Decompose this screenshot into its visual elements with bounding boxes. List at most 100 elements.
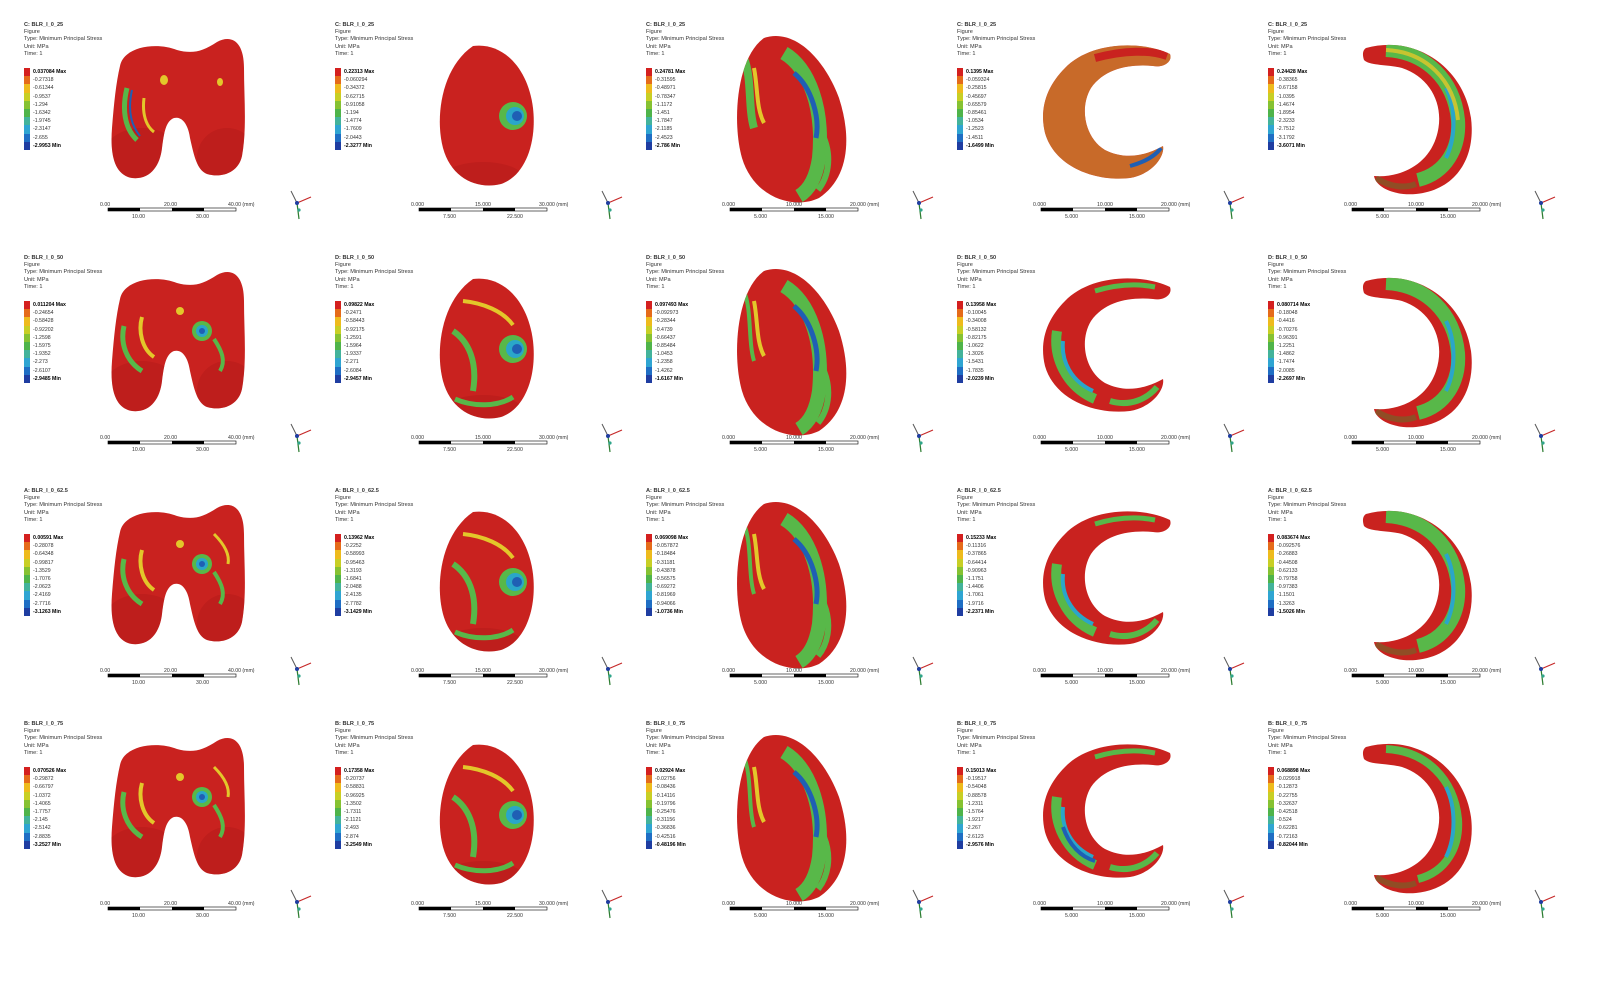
legend-value: -0.67158	[1277, 85, 1298, 92]
legend-swatch	[24, 542, 30, 551]
origin-dot	[295, 667, 299, 671]
result-panel: D: BLR_I_0_50 Figure Type: Minimum Princip…	[0, 233, 320, 473]
scale-label: 20.000 (mm)	[850, 202, 880, 208]
panel-header: C: BLR_I_0_25 Figure Type: Minimum Princip…	[335, 22, 413, 58]
legend-swatch	[1268, 92, 1274, 101]
axis-triad-icon	[596, 418, 626, 456]
scale-label: 30.000 (mm)	[539, 668, 569, 674]
legend-swatch	[646, 816, 652, 825]
legend-entry: -0.092973	[646, 309, 688, 318]
legend-entry: -1.1501	[1268, 591, 1310, 600]
scale-bar-segment	[108, 907, 140, 910]
legend-swatch	[335, 309, 341, 318]
legend-entry: -3.1263 Min	[24, 607, 63, 616]
patella-model	[403, 494, 573, 674]
legend-entry: -1.9352	[24, 350, 66, 359]
legend-entry: -0.9537	[24, 92, 66, 101]
legend-value: -1.4774	[344, 118, 362, 125]
scale-label: 0.000	[411, 668, 424, 674]
legend-value: -0.092973	[655, 310, 679, 317]
legend-entry: -0.27318	[24, 76, 66, 85]
scale-bar-icon: 0.000 10.000 20.000 (mm) 5.000 15.000	[1025, 901, 1191, 921]
scale-bar-icon: 0.000 10.000 20.000 (mm) 5.000 15.000	[714, 202, 880, 222]
z-axis-dot	[919, 208, 923, 212]
legend-swatch	[1268, 791, 1274, 800]
scale-bar-icon: 0.00 20.00 40.00 (mm) 10.00 30.00	[92, 901, 255, 921]
legend-swatch	[1268, 325, 1274, 334]
axis-line	[290, 190, 298, 204]
legend-swatch	[1268, 816, 1274, 825]
meniscus-d-model	[1336, 494, 1506, 674]
legend-swatch	[24, 309, 30, 318]
tibia-model	[714, 261, 884, 441]
legend-value: -1.5964	[344, 342, 362, 349]
legend-entry: -1.0622	[957, 341, 996, 351]
x-axis-arrow	[918, 196, 934, 204]
legend-entry: 0.011204 Max	[24, 301, 66, 310]
legend-entry: 0.13962 Max	[335, 534, 374, 543]
legend-swatch	[335, 317, 341, 326]
legend-entry: -0.45697	[957, 92, 994, 101]
scale-label: 5.000	[1376, 214, 1389, 220]
result-panel: C: BLR_I_0_25 Figure Type: Minimum Princip…	[311, 0, 631, 240]
legend-value: -1.2591	[344, 334, 362, 341]
legend-value: -1.4262	[655, 367, 673, 374]
scale-label: 20.000 (mm)	[1161, 202, 1191, 208]
legend-swatch	[646, 574, 652, 584]
legend-swatch	[646, 807, 652, 817]
scale-label: 0.000	[411, 901, 424, 907]
legend-swatch	[957, 607, 963, 616]
panel-header: A: BLR_I_0_62.5 Figure Type: Minimum Princ…	[335, 488, 413, 524]
scale-label: 10.00	[132, 447, 145, 453]
legend-swatch	[646, 607, 652, 616]
panel-meta: Type: Minimum Principal Stress	[957, 36, 1036, 43]
legend-entry: -1.6499 Min	[957, 141, 994, 150]
legend-swatch	[24, 550, 30, 559]
legend-swatch	[957, 832, 963, 841]
x-axis-arrow	[607, 196, 623, 204]
panel-meta: Unit: MPa	[24, 509, 49, 516]
legend-entry: 0.00591 Max	[24, 534, 63, 543]
scale-label: 10.000	[786, 435, 802, 441]
legend-entry: -1.0736 Min	[646, 607, 688, 616]
scale-label: 5.000	[1065, 913, 1078, 919]
femur-model	[92, 727, 262, 907]
legend-swatch	[24, 824, 30, 833]
legend-value: -2.6107	[33, 367, 51, 374]
panel-meta: Type: Minimum Principal Stress	[646, 36, 725, 43]
legend-entry: -0.42518	[1268, 807, 1310, 817]
scale-bar-segment	[794, 907, 826, 910]
legend-swatch	[24, 301, 30, 310]
panel-meta: Time: 1	[1268, 283, 1287, 290]
scale-label: 10.00	[132, 913, 145, 919]
legend-value: -0.4416	[1277, 318, 1295, 325]
z-axis-dot	[1230, 441, 1234, 445]
scale-label: 15.000	[475, 202, 491, 208]
legend-swatch	[957, 534, 963, 543]
scale-label: 15.000	[1440, 447, 1456, 453]
legend-value: -1.6167 Min	[655, 375, 683, 382]
legend-entry: -0.82044 Min	[1268, 840, 1310, 849]
scale-bar-icon: 0.000 15.000 30.000 (mm) 7.500 22.500	[403, 202, 569, 222]
legend-value: -2.5142	[33, 825, 51, 832]
legend-swatch	[1268, 566, 1274, 575]
z-axis-dot	[1230, 208, 1234, 212]
femur-surface	[111, 39, 245, 179]
legend-value: -2.0085	[1277, 367, 1295, 374]
axis-line	[601, 656, 609, 670]
legend-swatch	[646, 325, 652, 334]
legend-entry: -2.2371 Min	[957, 607, 996, 616]
legend-entry: -0.26883	[1268, 550, 1310, 559]
legend-entry: -1.4674	[1268, 100, 1307, 109]
legend-value: -0.58132	[966, 326, 987, 333]
x-axis-arrow	[296, 196, 312, 204]
legend-swatch	[957, 366, 963, 375]
legend-entry: -0.58831	[335, 783, 374, 792]
scale-bar-icon: 0.000 10.000 20.000 (mm) 5.000 15.000	[714, 668, 880, 688]
patella-surface	[439, 744, 534, 885]
scale-label: 10.000	[1408, 668, 1424, 674]
panel-meta: Time: 1	[957, 50, 976, 57]
color-legend: 0.083674 Max -0.092576 -0.26883 -0.44508 -0.…	[1268, 534, 1310, 616]
meniscus-c-model	[1025, 261, 1195, 441]
legend-swatch	[646, 358, 652, 367]
